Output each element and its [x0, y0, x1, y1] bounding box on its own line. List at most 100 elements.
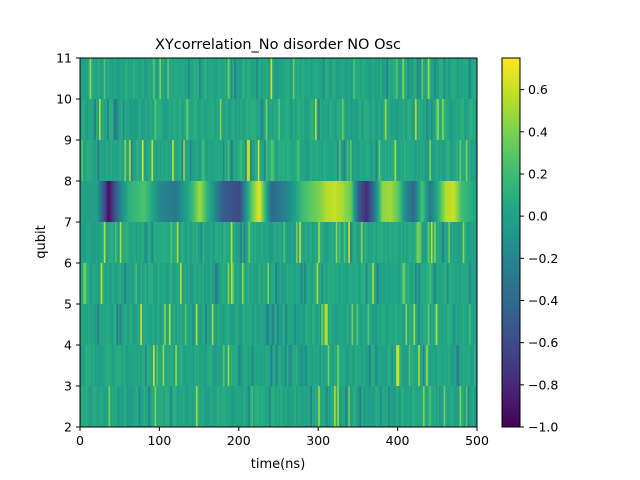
- heatmap-cell: [84, 58, 87, 99]
- heatmap-cell: [137, 386, 140, 427]
- heatmap-cell: [388, 99, 391, 140]
- heatmap-cell: [432, 99, 435, 140]
- heatmap-cell: [334, 99, 337, 140]
- heatmap-cell: [283, 99, 286, 140]
- heatmap-cell: [184, 181, 187, 222]
- heatmap-cell: [94, 181, 97, 222]
- heatmap-cell: [149, 386, 153, 427]
- heatmap-cell: [386, 345, 389, 386]
- heatmap-cell: [153, 99, 156, 140]
- heatmap-cell: [462, 304, 465, 345]
- heatmap-cell: [354, 222, 357, 263]
- heatmap-cell: [284, 99, 288, 140]
- heatmap-cell: [400, 263, 403, 304]
- heatmap-cell: [237, 140, 240, 181]
- heatmap-cell: [159, 140, 162, 181]
- heatmap-cell: [148, 140, 151, 181]
- heatmap-cell: [259, 140, 262, 181]
- heatmap-cell: [102, 222, 105, 263]
- heatmap-cell: [267, 181, 270, 222]
- heatmap-cell: [110, 304, 113, 345]
- heatmap-cell: [132, 140, 135, 181]
- heatmap-cell: [111, 386, 114, 427]
- heatmap-cell: [97, 99, 100, 140]
- heatmap-cell: [472, 304, 475, 345]
- heatmap-cell: [122, 181, 126, 222]
- heatmap-cell: [384, 222, 388, 263]
- heatmap-cell: [191, 345, 194, 386]
- heatmap-cell: [313, 304, 316, 345]
- heatmap-cell: [87, 181, 91, 222]
- heatmap-cell: [467, 58, 470, 99]
- heatmap-cell: [257, 181, 261, 222]
- heatmap-cell: [310, 222, 313, 263]
- heatmap-cell: [308, 386, 311, 427]
- heatmap-cell: [180, 263, 183, 304]
- heatmap-cell: [394, 222, 397, 263]
- heatmap-cell: [221, 263, 224, 304]
- heatmap-cell: [303, 181, 307, 222]
- heatmap-cell: [332, 345, 335, 386]
- heatmap-cell: [310, 345, 313, 386]
- heatmap-cell: [99, 263, 102, 304]
- heatmap-cell: [95, 140, 99, 181]
- heatmap-cell: [122, 222, 126, 263]
- heatmap-cell: [396, 140, 399, 181]
- heatmap-cell: [246, 263, 249, 304]
- heatmap-cell: [299, 304, 302, 345]
- heatmap-cell: [80, 99, 83, 140]
- heatmap-cell: [450, 181, 453, 222]
- heatmap-cell: [434, 345, 437, 386]
- heatmap-cell: [281, 263, 284, 304]
- heatmap-cell: [473, 58, 477, 99]
- heatmap-cell: [248, 99, 251, 140]
- heatmap-cell: [222, 140, 226, 181]
- heatmap-cell: [87, 222, 91, 263]
- heatmap-cell: [362, 386, 365, 427]
- heatmap-cell: [403, 99, 407, 140]
- heatmap-cell: [80, 304, 83, 345]
- heatmap-cell: [251, 181, 254, 222]
- heatmap-cell: [156, 345, 159, 386]
- heatmap-cell: [151, 386, 154, 427]
- heatmap-cell: [375, 99, 378, 140]
- heatmap-cell: [423, 386, 426, 427]
- heatmap-cell: [246, 386, 249, 427]
- heatmap-cell: [378, 140, 381, 181]
- heatmap-cell: [216, 222, 219, 263]
- heatmap-cell: [338, 181, 342, 222]
- heatmap-cell: [388, 181, 391, 222]
- heatmap-cell: [232, 386, 235, 427]
- heatmap-cell: [154, 181, 157, 222]
- heatmap-cell: [86, 304, 89, 345]
- heatmap-cell: [234, 99, 237, 140]
- heatmap-cell: [316, 181, 319, 222]
- heatmap-cell: [292, 140, 295, 181]
- heatmap-cell: [218, 99, 221, 140]
- heatmap-cell: [456, 386, 459, 427]
- heatmap-cell: [248, 263, 251, 304]
- heatmap-cell: [157, 181, 160, 222]
- heatmap-cell: [208, 263, 211, 304]
- heatmap-cell: [254, 58, 257, 99]
- heatmap-cell: [118, 304, 121, 345]
- heatmap-cell: [133, 386, 137, 427]
- heatmap-cell: [367, 140, 370, 181]
- heatmap-cell: [270, 263, 273, 304]
- heatmap-cell: [415, 345, 418, 386]
- heatmap-cell: [342, 304, 345, 345]
- heatmap-cell: [318, 263, 321, 304]
- heatmap-cell: [324, 222, 327, 263]
- heatmap-cell: [372, 140, 375, 181]
- heatmap-cell: [189, 58, 192, 99]
- heatmap-cell: [415, 222, 418, 263]
- heatmap-cell: [424, 181, 427, 222]
- heatmap-cell: [111, 181, 114, 222]
- heatmap-cell: [464, 345, 467, 386]
- heatmap-cell: [362, 181, 365, 222]
- heatmap-cell: [224, 386, 227, 427]
- heatmap-cell: [351, 140, 354, 181]
- heatmap-cell: [432, 140, 435, 181]
- heatmap-cell: [405, 304, 408, 345]
- heatmap-cell: [359, 345, 362, 386]
